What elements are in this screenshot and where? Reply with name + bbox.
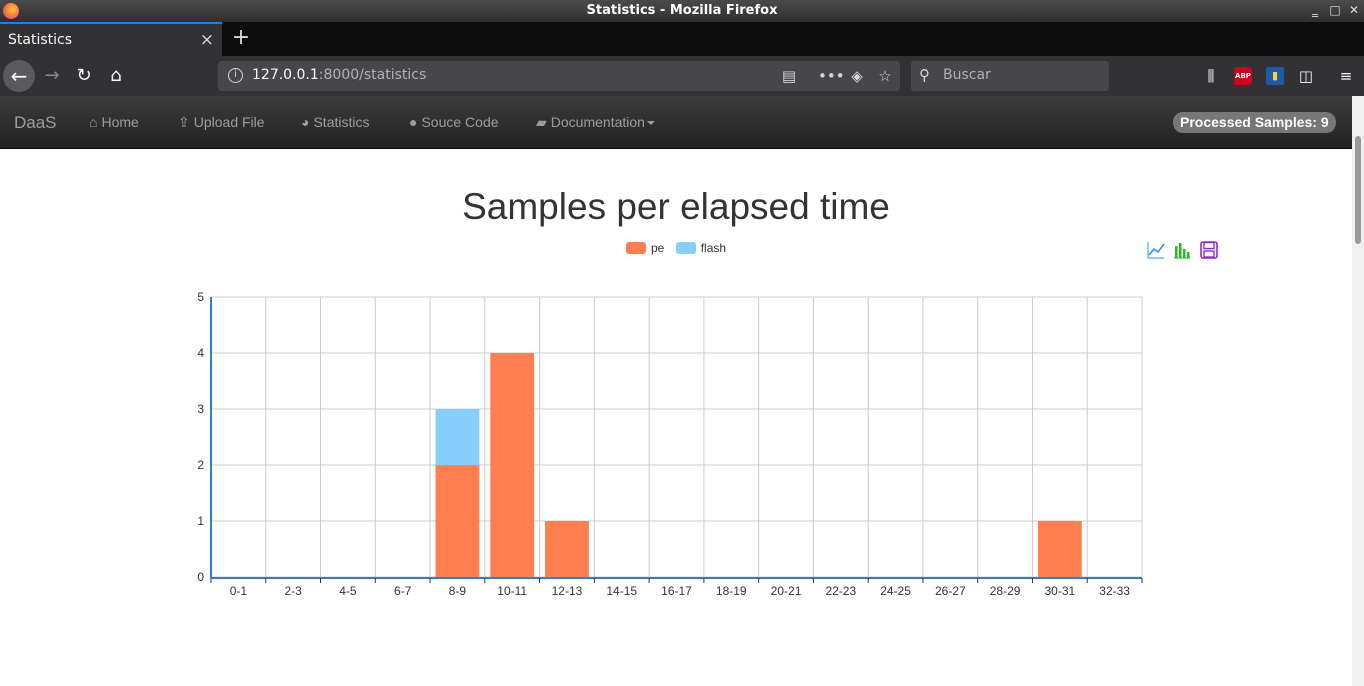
book-icon: ▰ [536,114,547,130]
chart-legend: pe flash [626,241,734,255]
tab-statistics[interactable]: Statistics × [0,22,222,56]
y-tick-label: 4 [197,346,204,360]
x-tick-label: 6-7 [394,584,412,598]
x-tick-label: 2-3 [284,584,302,598]
tab-strip: Statistics × + [0,22,1364,56]
site-navbar: DaaS ⌂ Home ⇪ Upload File ◕ Statistics ● Sou… [0,96,1352,149]
x-tick-label: 18-19 [716,584,747,598]
save-image-icon[interactable] [1199,240,1219,260]
adblock-plus-icon[interactable]: ABP [1234,67,1252,85]
window-titlebar: Statistics - Mozilla Firefox ‗ □ ✕ [0,0,1364,22]
home-button[interactable]: ⌂ [110,65,122,86]
library-icon[interactable]: ⫼ [1207,67,1215,85]
legend-label-pe: pe [651,241,665,255]
x-tick-label: 16-17 [661,584,692,598]
nav-home-label: Home [101,114,139,130]
bar-pe [545,521,589,577]
maximize-icon[interactable]: □ [1329,3,1341,17]
brand-link[interactable]: DaaS [14,113,57,132]
line-chart-icon[interactable] [1146,240,1166,260]
x-tick-label: 14-15 [606,584,637,598]
nav-upload-label: Upload File [193,114,265,130]
x-tick-label: 28-29 [990,584,1021,598]
new-tab-button[interactable]: + [231,25,251,50]
bar-flash [435,409,480,465]
y-tick-label: 1 [197,514,204,528]
nav-statistics[interactable]: ◕ Statistics [301,114,369,130]
nav-documentation-label: Documentation [550,114,645,130]
tab-close-icon[interactable]: × [199,30,214,50]
site-info-icon[interactable]: i [228,68,243,83]
reader-view-icon[interactable]: ▤ [781,67,797,85]
bar-chart-icon[interactable] [1172,240,1192,260]
sidebar-icon[interactable]: ◫ [1298,67,1314,85]
page-actions-icon[interactable]: ••• [818,67,845,85]
chart-title: Samples per elapsed time [462,186,890,227]
processed-samples-badge: Processed Samples: 9 [1173,112,1336,133]
close-window-icon[interactable]: ✕ [1348,3,1360,17]
search-icon: ⚲ [919,66,930,84]
url-path: :8000/statistics [318,67,427,83]
y-tick-label: 3 [197,402,204,416]
legend-label-flash: flash [700,241,727,255]
x-tick-label: 0-1 [230,584,248,598]
x-tick-label: 12-13 [552,584,583,598]
nav-statistics-label: Statistics [313,114,370,130]
x-tick-label: 32-33 [1099,584,1130,598]
tab-label: Statistics [8,32,72,48]
search-placeholder: Buscar [943,67,991,83]
x-tick-label: 20-21 [771,584,802,598]
x-tick-label: 22-23 [825,584,856,598]
chevron-down-icon [646,121,655,126]
page-scrollbar[interactable] [1352,96,1364,686]
pocket-icon[interactable]: ◈ [851,67,863,85]
y-tick-label: 5 [197,290,204,304]
legend-item-pe[interactable]: pe [626,241,664,255]
github-icon: ● [409,114,418,130]
x-tick-label: 8-9 [449,584,467,598]
window-title: Statistics - Mozilla Firefox [586,3,778,18]
nav-source-label: Souce Code [421,114,499,130]
url-text[interactable]: 127.0.0.1:8000/statistics [252,67,426,83]
nav-source-code[interactable]: ● Souce Code [409,114,499,130]
stacked-bar-chart: 0 1 2 3 4 5 0-1 2-3 4-5 6-7 8-9 10-11 12-13 14-15 16-1… [197,290,1143,598]
bar-pe [1037,521,1082,577]
x-tick-label: 10-11 [497,584,527,598]
nav-documentation[interactable]: ▰ Documentation [536,114,655,131]
x-tick-label: 30-31 [1045,584,1076,598]
legend-item-flash[interactable]: flash [675,241,727,255]
y-tick-label: 2 [197,458,204,472]
home-icon: ⌂ [89,114,98,130]
reload-button[interactable]: ↻ [76,65,92,86]
back-button[interactable]: ← [3,60,35,92]
search-bar[interactable]: ⚲ Buscar [911,61,1109,91]
url-bar[interactable]: i 127.0.0.1:8000/statistics ▤ ••• ◈ ☆ [218,61,900,91]
forward-button[interactable]: → [44,65,60,86]
x-tick-label: 26-27 [935,584,966,598]
legend-swatch-pe [626,242,646,254]
nav-upload-file[interactable]: ⇪ Upload File [178,114,265,131]
upload-icon: ⇪ [178,114,190,130]
x-tick-label: 24-25 [880,584,911,598]
scrollbar-thumb[interactable] [1355,136,1361,244]
url-host: 127.0.0.1 [252,67,319,83]
firefox-logo-icon [3,3,19,19]
bar-pe [490,353,535,577]
pie-chart-icon: ◕ [301,114,310,130]
navigation-toolbar: ← → ↻ ⌂ i 127.0.0.1:8000/statistics ▤ ••… [0,56,1364,96]
nav-home[interactable]: ⌂ Home [89,114,139,130]
y-tick-label: 0 [197,570,204,584]
extension-icon[interactable]: ▮ [1266,67,1284,85]
bar-pe [435,465,480,577]
x-tick-label: 4-5 [339,584,357,598]
menu-icon[interactable]: ≡ [1339,67,1353,85]
bookmark-star-icon[interactable]: ☆ [878,67,892,85]
minimize-icon[interactable]: ‗ [1312,3,1318,17]
legend-swatch-flash [675,242,696,254]
